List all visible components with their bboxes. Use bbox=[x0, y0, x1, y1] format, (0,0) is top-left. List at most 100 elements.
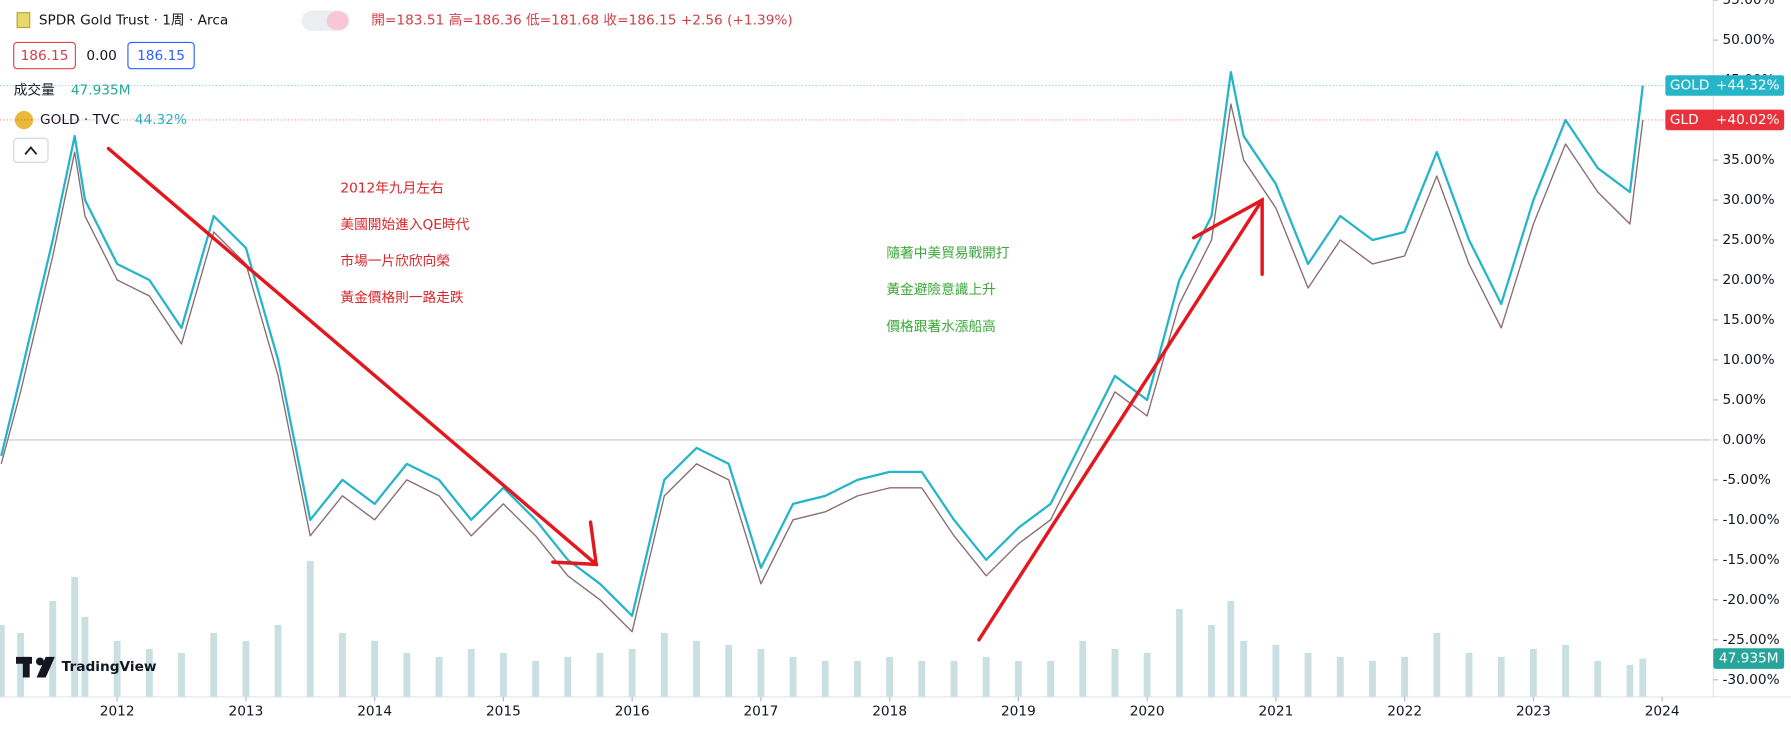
x-tick-label: 2022 bbox=[1387, 704, 1422, 720]
volume-bar bbox=[660, 632, 668, 697]
volume-bar bbox=[71, 576, 79, 697]
x-tick-label: 2018 bbox=[872, 704, 907, 720]
logo-text: TradingView bbox=[62, 659, 157, 675]
series-line bbox=[0, 70, 1644, 617]
price-tag bbox=[1665, 75, 1785, 96]
volume-bar bbox=[178, 652, 185, 697]
price-tag-name: GLD bbox=[1670, 112, 1699, 128]
volume-bar bbox=[1143, 652, 1151, 697]
volume-label: 成交量 bbox=[14, 81, 55, 98]
price-tag-value: +40.02% bbox=[1716, 112, 1780, 128]
arrow-head bbox=[1191, 197, 1264, 276]
y-tick-label: -20.00% bbox=[1722, 592, 1779, 608]
annotation-line: 價格跟著水漲船高 bbox=[886, 318, 996, 335]
y-tick-label: -5.00% bbox=[1722, 472, 1770, 488]
volume-bar bbox=[918, 660, 926, 697]
price-tag bbox=[1665, 109, 1785, 131]
volume-bar bbox=[1369, 660, 1376, 697]
volume-value: 47.935M bbox=[71, 82, 131, 98]
volume-bar bbox=[339, 632, 346, 697]
volume-bar bbox=[113, 640, 121, 697]
plot-layer bbox=[0, 70, 1712, 633]
volume-bar bbox=[596, 652, 604, 697]
price-tag-value: +44.32% bbox=[1716, 78, 1780, 94]
price-box[interactable] bbox=[13, 41, 76, 70]
volume-bar bbox=[1304, 652, 1312, 697]
y-tick-label: 15.00% bbox=[1722, 312, 1774, 328]
x-tick-label: 2015 bbox=[486, 704, 521, 720]
x-tick-label: 2021 bbox=[1258, 704, 1293, 720]
volume-bar bbox=[532, 660, 540, 697]
y-tick-label: -10.00% bbox=[1722, 512, 1779, 528]
volume-bar bbox=[1529, 648, 1537, 697]
volume-bar bbox=[403, 652, 411, 697]
volume-bar bbox=[1401, 656, 1409, 697]
x-tick-label: 2014 bbox=[357, 704, 392, 720]
y-tick-label: 30.00% bbox=[1722, 192, 1774, 208]
y-tick-label: -30.00% bbox=[1722, 672, 1779, 688]
volume-bar bbox=[1175, 608, 1183, 697]
symbol-title[interactable]: SPDR Gold Trust · 1周 · Arca bbox=[39, 13, 228, 29]
volume-bar bbox=[499, 652, 507, 697]
volume-tag-text: 47.935M bbox=[1719, 651, 1779, 667]
volume-layer bbox=[0, 560, 1647, 697]
volume-bar bbox=[1336, 656, 1344, 697]
annotation-line: 市場一片欣欣向榮 bbox=[340, 253, 450, 270]
x-tick-label: 2016 bbox=[615, 704, 650, 720]
volume-bar bbox=[950, 660, 958, 697]
annotation-line: 2012年九月左右 bbox=[340, 181, 443, 197]
x-tick-label: 2024 bbox=[1645, 704, 1680, 720]
volume-bar bbox=[1079, 640, 1087, 697]
volume-bar bbox=[1465, 652, 1473, 697]
volume-bar bbox=[210, 632, 218, 697]
volume-bar bbox=[81, 616, 89, 697]
price-spread: 0.00 bbox=[86, 48, 116, 64]
y-tick-label: -15.00% bbox=[1722, 552, 1779, 568]
volume-bar bbox=[145, 648, 153, 697]
volume-bar bbox=[1639, 658, 1647, 697]
volume-bar bbox=[982, 656, 990, 697]
symbol-icon bbox=[16, 12, 31, 29]
volume-bar bbox=[371, 640, 379, 697]
price-box[interactable] bbox=[127, 41, 195, 70]
volume-bar bbox=[467, 648, 475, 697]
x-tick-label: 2013 bbox=[228, 704, 263, 720]
volume-bar bbox=[1626, 664, 1634, 697]
volume-bar bbox=[886, 656, 894, 697]
logo-mark bbox=[15, 656, 55, 678]
arrows bbox=[106, 146, 1264, 642]
price-box-text: 186.15 bbox=[21, 48, 69, 64]
volume-bar bbox=[0, 624, 5, 697]
ohlc-quote: 開=183.51 高=186.36 低=181.68 收=186.15 +2.5… bbox=[371, 12, 793, 29]
y-tick-label: 25.00% bbox=[1722, 232, 1774, 248]
arrow-head bbox=[551, 520, 599, 567]
volume-bar bbox=[1014, 660, 1022, 697]
x-tick-label: 2020 bbox=[1130, 704, 1165, 720]
x-tick-label: 2012 bbox=[100, 704, 135, 720]
arrow bbox=[106, 146, 598, 567]
volume-bar bbox=[1272, 644, 1280, 697]
volume-tag bbox=[1713, 648, 1785, 669]
x-tick-label: 2017 bbox=[743, 704, 778, 720]
price-box-text: 186.15 bbox=[137, 48, 185, 64]
series-line bbox=[0, 103, 1644, 633]
x-tick-label: 2019 bbox=[1001, 704, 1036, 720]
y-tick-label: 50.00% bbox=[1722, 32, 1774, 48]
price-tag-name: GOLD bbox=[1670, 78, 1710, 94]
collapse-button[interactable] bbox=[13, 137, 49, 163]
volume-bar bbox=[1240, 640, 1248, 697]
volume-bar bbox=[435, 656, 443, 697]
annotation-line: 隨著中美貿易戰開打 bbox=[886, 245, 1010, 262]
volume-bar bbox=[242, 640, 250, 697]
annotation-line: 美國開始進入QE時代 bbox=[340, 217, 469, 233]
y-tick-label: 5.00% bbox=[1722, 392, 1765, 408]
volume-bar bbox=[1433, 632, 1441, 697]
volume-bar bbox=[1497, 656, 1505, 697]
volume-bar bbox=[306, 560, 314, 697]
volume-bar bbox=[628, 648, 636, 697]
arrow bbox=[977, 198, 1264, 642]
volume-bar bbox=[854, 660, 861, 697]
volume-bar bbox=[725, 644, 733, 697]
